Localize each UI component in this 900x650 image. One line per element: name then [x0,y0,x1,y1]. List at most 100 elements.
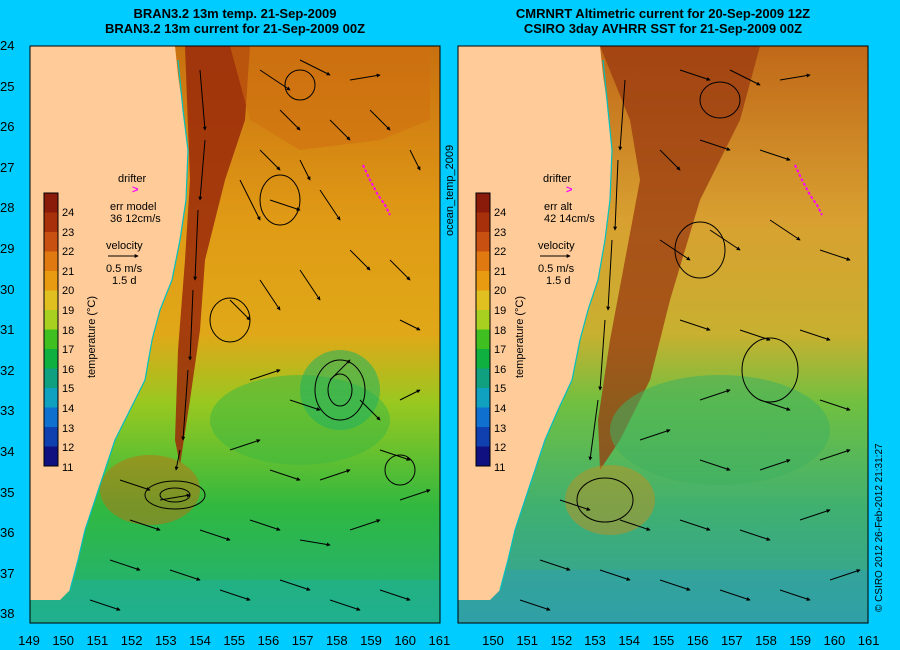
right-colorbar-tick: 21 [494,265,507,278]
right-warm-current [598,46,760,470]
left-colorbar-tick: 16 [62,363,75,376]
lat-label: 34 [0,444,15,459]
colorbar-swatch [476,349,490,369]
right-colorbar-tick: 14 [494,403,507,415]
colorbar-swatch [476,212,490,233]
colorbar-swatch [476,407,490,428]
right-panel-title: CMRNRT Altimetric current for 20-Sep-200… [458,6,868,36]
left-err-label: err model [110,201,157,213]
right-vectors [519,69,861,611]
left-drifter-symbol: > [132,184,139,196]
lon-label-right: 152 [550,633,573,648]
lon-label-left: 160 [394,633,417,648]
right-drifter-symbol: > [566,184,573,196]
lon-label-right: 159 [789,633,812,648]
colorbar-swatch [476,232,490,252]
lon-label-right: 154 [618,633,641,648]
right-eddy-loops [576,81,799,523]
lon-label-left: 153 [154,633,177,648]
right-colorbar-tick: 17 [494,344,507,357]
lon-label-right: 161 [857,633,880,648]
right-velocity-value: 0.5 m/s [538,263,575,275]
colorbar-swatch [476,446,490,467]
right-land [458,46,612,600]
right-colorbar-tick: 16 [494,363,507,376]
colorbar-swatch [476,329,490,350]
colorbar-swatch [44,368,58,389]
right-colorbar-tick: 15 [494,383,507,396]
credit-text: © CSIRO 2012 26-Feb-2012 21:31:27 [874,443,885,612]
right-colorbar-tick: 23 [494,226,507,239]
right-frame [457,45,869,624]
lon-label-left: 161 [428,633,451,648]
lon-label-left: 151 [86,633,109,648]
left-velocity-label: velocity [106,240,143,252]
right-colorbar-tick: 11 [494,461,506,474]
lat-label: 36 [0,525,15,541]
left-vectors [89,59,431,611]
lat-label: 35 [0,484,15,500]
colorbar-swatch [476,290,490,311]
left-colorbar-tick: 13 [62,422,75,435]
lon-label-right: 153 [584,633,606,648]
lon-label-left: 157 [291,633,314,648]
left-velocity-days: 1.5 d [112,275,137,287]
lat-label: 30 [0,281,15,297]
left-colorbar-tick: 24 [62,207,75,219]
lon-label-right: 157 [720,633,743,648]
left-colorbar-tick: 12 [62,442,75,455]
colorbar-swatch [44,388,58,408]
left-colorbar-tick: 23 [62,226,75,239]
colorbar-swatch [44,329,58,350]
left-colorbar-title: temperature (°C) [86,295,98,378]
colorbar-swatch [44,212,58,233]
lat-label: 26 [0,119,15,135]
right-title-line2: CSIRO 3day AVHRR SST for 21-Sep-2009 00Z [523,21,803,36]
lat-label: 37 [0,565,15,581]
lon-label-left: 155 [223,633,246,648]
left-colorbar-tick: 14 [62,403,75,415]
lon-label-left: 158 [325,633,348,648]
lon-label-right: 151 [516,633,539,648]
colorbar-swatch [476,251,490,272]
lat-label: 29 [0,241,15,256]
left-colorbar-tick: 19 [62,305,75,317]
colorbar-swatch [44,349,58,369]
left-warm-north [230,46,430,150]
right-colorbar-tick: 12 [494,442,507,455]
lon-label-left: 156 [257,633,280,648]
colorbar-swatch [44,310,58,330]
left-frame [29,45,441,624]
lon-label-left: 150 [52,633,75,648]
right-cool-eddy [610,375,830,485]
left-map [30,46,440,623]
colorbar-swatch [476,193,490,213]
left-colorbar-tick: 18 [62,324,75,337]
right-colorbar-tick: 18 [494,324,507,337]
left-colorbar-tick: 21 [62,265,75,278]
left-colorbar-tick: 11 [62,461,74,474]
lon-label-left: 149 [18,633,40,648]
left-colorbar-tick: 22 [62,246,75,259]
colorbar-swatch [44,290,58,311]
left-colorbar-tick: 20 [62,285,75,298]
left-panel-title: BRAN3.2 13m temp. 21-Sep-2009 BRAN3.2 13… [30,6,440,36]
colorbar-swatch [44,193,58,213]
right-velocity-label: velocity [538,240,575,252]
colorbar-swatch [44,446,58,467]
left-cool-eddy-2 [300,350,380,430]
right-colorbar-title: temperature (°C) [514,295,526,378]
left-colorbar-tick: 15 [62,383,75,396]
right-warm-eddy [565,465,655,535]
colorbar-swatch [476,271,490,291]
left-colorbar [43,192,59,467]
right-title-line1: CMRNRT Altimetric current for 20-Sep-200… [515,6,811,21]
left-drifter-label: drifter [118,173,147,185]
right-colorbar-tick: 20 [494,285,507,298]
lon-label-right: 156 [686,633,709,648]
left-err-value: 36 12cm/s [110,213,161,225]
lat-label: 31 [0,322,15,338]
lon-label-left: 152 [120,633,143,648]
right-err-label: err alt [544,201,573,213]
